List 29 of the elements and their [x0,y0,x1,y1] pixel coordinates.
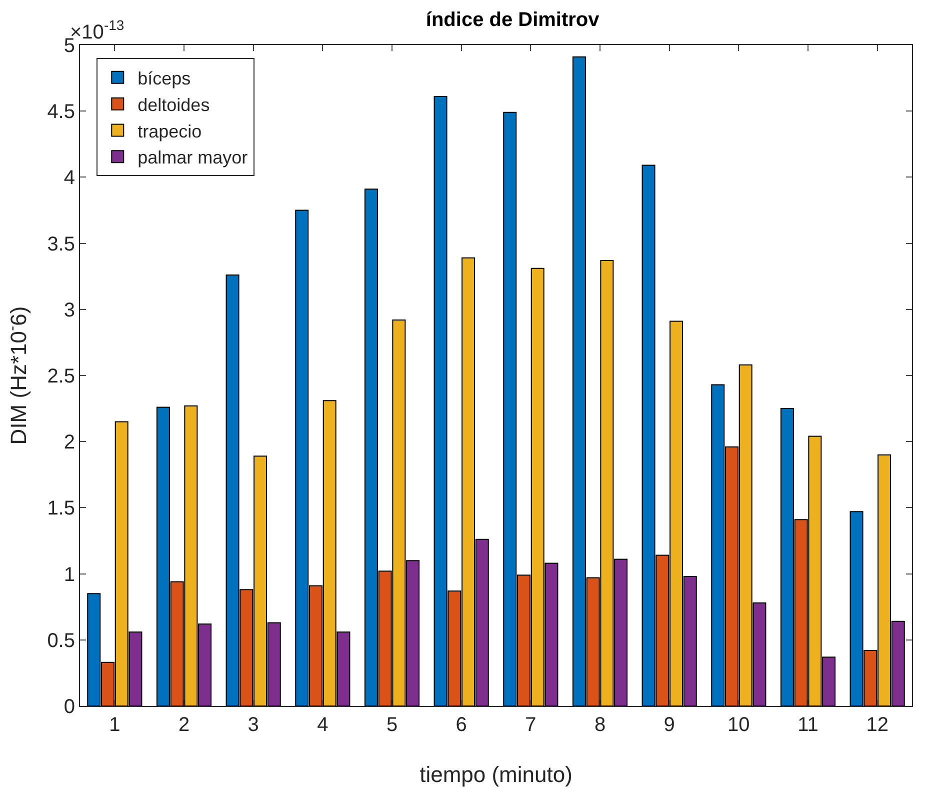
x-tick-label: 2 [178,714,190,736]
y-tick-label: 4.5 [47,101,75,124]
y-tick-label: 5 [64,35,75,57]
y-tick-label: 2 [64,432,75,454]
x-tick-label: 4 [317,714,328,736]
y-tick-label: 0 [64,696,75,718]
legend-label: trapecio [138,121,202,142]
x-tick-label: 12 [866,714,888,736]
legend-label: deltoides [138,94,210,115]
y-tick-label: 1 [64,564,75,586]
x-tick-label: 11 [798,714,818,736]
y-tick-label: 3 [64,299,75,322]
x-tick-label: 6 [456,714,467,736]
x-tick-label: 7 [525,714,536,736]
x-axis-title: tiempo (minuto) [420,762,572,787]
y-tick-label: 1.5 [47,498,75,520]
legend-label: palmar mayor [138,148,248,168]
x-tick-label: 5 [386,714,398,736]
x-tick-label: 8 [594,714,606,736]
x-tick-label: 1 [109,714,120,736]
x-tick-label: 9 [664,714,675,736]
x-tick-label: 3 [248,714,259,736]
y-tick-label: 3.5 [47,233,75,256]
x-tick-label: 10 [728,714,750,736]
y-tick-label: 0.5 [47,630,75,652]
y-tick-label: 2.5 [47,366,75,388]
chart-title: índice de Dimitrov [426,8,600,31]
y-tick-label: 4 [64,167,75,190]
legend-label: bíceps [138,68,191,88]
